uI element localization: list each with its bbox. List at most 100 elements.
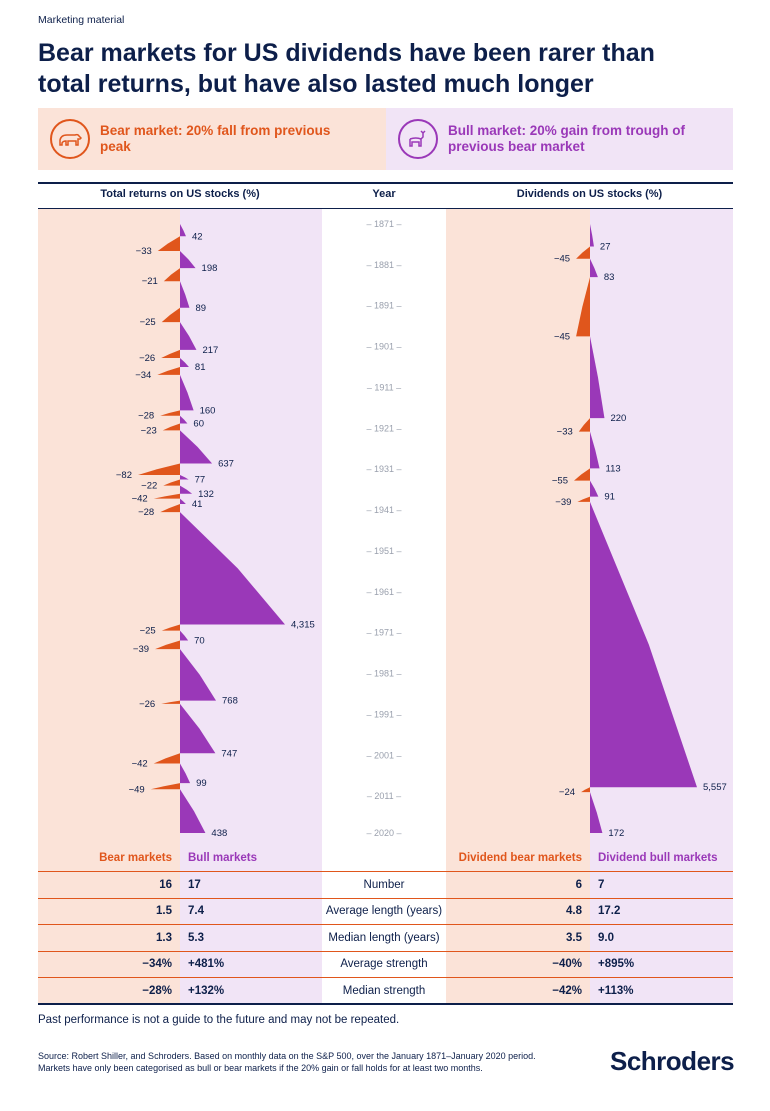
total-returns-value-label-4: 89 — [195, 303, 206, 314]
total-returns-value-label-19: −42 — [132, 494, 148, 505]
total-returns-value-label-27: −26 — [139, 699, 155, 710]
dividends-value-label-3: −45 — [554, 331, 570, 342]
total-returns-value-label-7: −26 — [139, 353, 155, 364]
total-returns-value-label-9: −34 — [135, 370, 151, 381]
dividends-bear-area-3 — [576, 277, 590, 337]
total-returns-bull-area-2 — [180, 250, 196, 269]
total-returns-bear-area-5 — [161, 307, 180, 323]
stat-bull-value: +132% — [180, 978, 322, 1004]
stat-bull-value: 7.4 — [180, 898, 322, 925]
total-returns-bear-area-1 — [157, 236, 180, 251]
total-returns-bull-area-24 — [180, 630, 189, 641]
stat-div-bull-value: +895% — [590, 951, 733, 977]
stat-div-bull-value: 9.0 — [590, 925, 733, 951]
legend-bull-text: Bull market: 20% gain from trough of pre… — [448, 123, 686, 154]
dividends-bull-area-10 — [590, 501, 697, 788]
stat-bull-value: 17 — [180, 872, 322, 898]
dividends-value-label-4: 220 — [610, 413, 626, 424]
dividends-value-label-1: −45 — [554, 254, 570, 265]
year-tick-1871: – 1871 – — [366, 219, 401, 229]
stat-bear-value: −34% — [38, 951, 180, 977]
total-returns-value-label-12: 60 — [193, 418, 204, 429]
total-returns-bear-area-19 — [153, 493, 180, 499]
total-returns-bear-area-31 — [150, 783, 180, 790]
stat-bull-value: 5.3 — [180, 925, 322, 951]
dividends-bull-area-8 — [590, 480, 599, 497]
dividends-bull-area-6 — [590, 431, 600, 469]
total-returns-bull-area-28 — [180, 703, 216, 754]
legend-bear-text: Bear market: 20% fall from previous peak — [100, 123, 331, 154]
total-returns-value-label-26: 768 — [222, 696, 238, 707]
dividends-value-label-0: 27 — [600, 241, 611, 252]
source-note: Source: Robert Shiller, and Schroders. B… — [38, 1051, 598, 1074]
stat-bear-value: 1.5 — [38, 898, 180, 925]
total-returns-bull-area-22 — [180, 512, 285, 625]
year-tick-1991: – 1991 – — [366, 709, 401, 719]
year-header: Year — [372, 188, 396, 200]
title-line-2: total returns, but have also lasted much… — [38, 70, 594, 98]
header-dividend-bear-markets: Dividend bear markets — [446, 845, 590, 872]
total-returns-bull-area-20 — [180, 498, 186, 504]
total-returns-bear-area-27 — [161, 700, 180, 704]
stats-header-row: Bear markets Bull markets Dividend bear ma… — [38, 845, 733, 872]
stat-div-bull-value: +113% — [590, 978, 733, 1004]
total-returns-bull-area-0 — [180, 224, 186, 237]
legend-bear: Bear market: 20% fall from previous peak — [38, 108, 386, 170]
stats-row: 1.5 7.4 Average length (years) 4.8 17.2 — [38, 897, 733, 925]
year-tick-1941: – 1941 – — [366, 505, 401, 515]
year-tick-1931: – 1931 – — [366, 464, 401, 474]
year-tick-1971: – 1971 – — [366, 628, 401, 638]
stat-div-bear-value: −42% — [446, 978, 590, 1004]
stat-div-bull-value: 7 — [590, 872, 733, 898]
dividends-value-label-10: 5,557 — [703, 782, 727, 793]
dividends-bear-area-7 — [574, 468, 590, 481]
stat-bear-value: −28% — [38, 978, 180, 1004]
total-returns-value-label-15: −82 — [116, 470, 132, 481]
total-returns-value-label-10: 160 — [200, 405, 216, 416]
stat-label: Number — [363, 879, 405, 892]
left-panel-header: Total returns on US stocks (%) — [100, 188, 260, 200]
dividends-value-label-6: 113 — [606, 463, 621, 474]
total-returns-bear-area-17 — [163, 479, 180, 486]
year-tick-2020: – 2020 – — [366, 828, 401, 838]
total-returns-value-label-6: 217 — [202, 345, 218, 356]
stat-bull-value: +481% — [180, 951, 322, 977]
total-returns-value-label-21: −28 — [138, 507, 154, 518]
total-returns-bear-area-13 — [162, 423, 180, 431]
total-returns-value-label-30: 99 — [196, 778, 207, 789]
title-line-1: Bear markets for US dividends have been … — [38, 39, 655, 67]
total-returns-bear-area-7 — [161, 349, 180, 359]
stat-div-bear-value: 4.8 — [446, 898, 590, 925]
source-line-1: Source: Robert Shiller, and Schroders. B… — [38, 1051, 536, 1061]
total-returns-bear-area-15 — [138, 463, 180, 475]
header-bull-markets: Bull markets — [180, 845, 322, 872]
year-tick-1911: – 1911 – — [367, 382, 401, 392]
total-returns-value-label-28: 747 — [221, 748, 237, 759]
year-tick-2001: – 2001 – — [366, 750, 401, 760]
dividends-bull-area-12 — [590, 792, 603, 833]
stat-div-bull-value: 17.2 — [590, 898, 733, 925]
year-tick-1901: – 1901 – — [366, 342, 401, 352]
dividends-bear-area-11 — [581, 787, 590, 793]
marketing-tag: Marketing material — [38, 14, 125, 26]
dividends-bear-area-5 — [578, 418, 590, 432]
year-tick-1881: – 1881 – — [366, 260, 401, 270]
total-returns-bull-area-4 — [180, 281, 190, 308]
total-returns-value-label-31: −49 — [129, 784, 145, 795]
total-returns-value-label-8: 81 — [195, 362, 206, 373]
total-returns-value-label-32: 438 — [211, 828, 227, 839]
total-returns-value-label-3: −21 — [142, 276, 158, 287]
total-returns-value-label-23: −25 — [140, 626, 156, 637]
total-returns-bear-area-23 — [161, 624, 180, 631]
total-returns-value-label-16: 77 — [195, 474, 206, 485]
page-title: Bear markets for US dividends have been … — [38, 38, 738, 100]
total-returns-value-label-2: 198 — [202, 263, 218, 274]
dividends-bear-area-9 — [577, 496, 590, 502]
stat-label: Median length (years) — [328, 931, 440, 944]
stat-label: Average strength — [340, 958, 428, 971]
stat-div-bear-value: 6 — [446, 872, 590, 898]
total-returns-bull-area-14 — [180, 430, 213, 464]
dividends-value-label-7: −55 — [552, 476, 568, 487]
year-tick-1961: – 1961 – — [366, 587, 401, 597]
